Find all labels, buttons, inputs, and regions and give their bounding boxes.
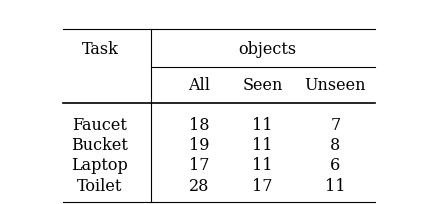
Text: Faucet: Faucet [72,116,128,133]
Text: 11: 11 [252,137,273,154]
Text: Laptop: Laptop [71,157,128,174]
Text: Bucket: Bucket [71,137,128,154]
Text: 7: 7 [330,116,341,133]
Text: Seen: Seen [242,77,282,94]
Text: objects: objects [238,41,297,58]
Text: Unseen: Unseen [305,77,366,94]
Text: All: All [188,77,211,94]
Text: Task: Task [81,41,119,58]
Text: 28: 28 [189,178,210,195]
Text: 8: 8 [330,137,341,154]
Text: 6: 6 [330,157,341,174]
Text: 17: 17 [189,157,210,174]
Text: 19: 19 [189,137,210,154]
Text: 18: 18 [189,116,210,133]
Text: Toilet: Toilet [77,178,123,195]
Text: 11: 11 [325,178,346,195]
Text: 11: 11 [252,116,273,133]
Text: 11: 11 [252,157,273,174]
Text: 17: 17 [252,178,273,195]
